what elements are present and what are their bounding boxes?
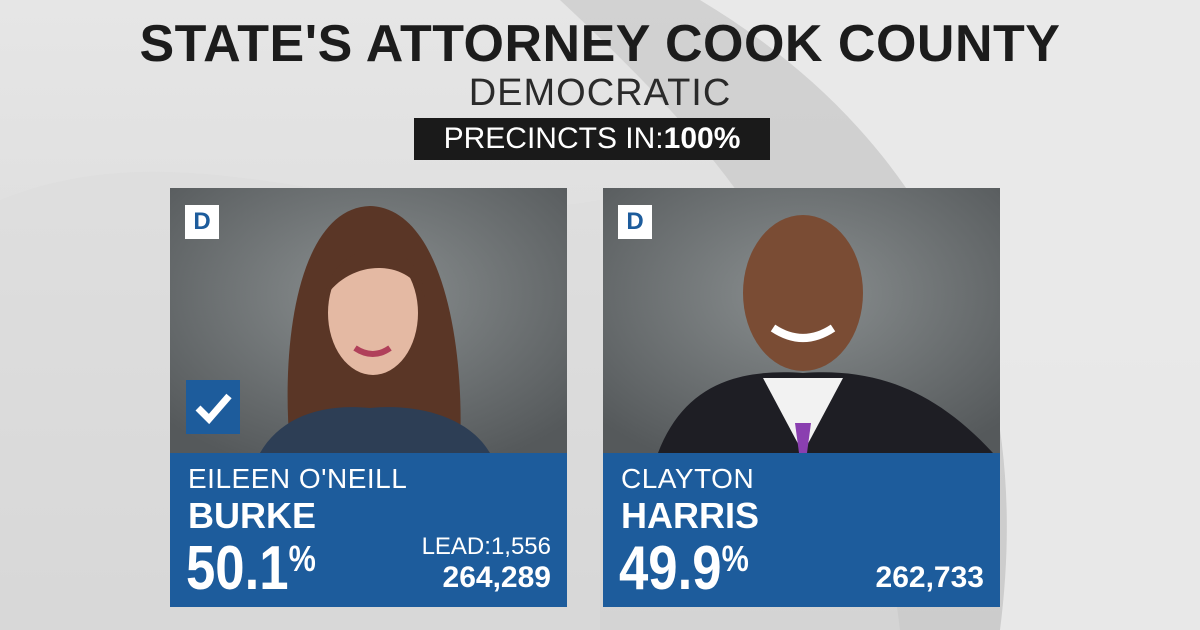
lead-value: 1,556 — [490, 533, 551, 560]
percent-value: 50.1 — [186, 534, 289, 603]
percent-value: 49.9 — [619, 534, 722, 603]
votes: 264,289 — [442, 561, 551, 594]
party-badge: D — [185, 205, 219, 239]
last-name: BURKE — [188, 495, 317, 536]
lead: LEAD:1,556 — [422, 533, 551, 561]
first-name: CLAYTON — [621, 463, 755, 494]
subtitle: DEMOCRATIC — [468, 72, 732, 114]
percent-sign: % — [721, 538, 749, 579]
precincts-value: 100% — [663, 122, 741, 155]
percent-sign: % — [288, 538, 316, 579]
percent: 49.9% — [619, 533, 749, 604]
candidate-card: D EILEEN O'NEILL BURKE 50.1% LEAD:1,556 … — [170, 188, 567, 607]
percent: 50.1% — [186, 533, 316, 604]
precincts-label: PRECINCTS IN: — [443, 122, 664, 155]
winner-check — [186, 380, 240, 434]
result-bar: CLAYTON HARRIS 49.9% 262,733 — [603, 453, 1000, 607]
last-name: HARRIS — [621, 495, 760, 536]
party-badge: D — [618, 205, 652, 239]
first-name: EILEEN O'NEILL — [188, 463, 408, 494]
candidate-photo — [603, 188, 1000, 453]
votes: 262,733 — [875, 561, 984, 594]
candidate-card: D CLAYTON HARRIS 49.9% 262,733 — [603, 188, 1000, 607]
title: STATE'S ATTORNEY COOK COUNTY — [139, 15, 1061, 73]
lead-label: LEAD: — [421, 533, 491, 560]
precincts-box: PRECINCTS IN:100% — [414, 118, 770, 160]
result-bar: EILEEN O'NEILL BURKE 50.1% LEAD:1,556 26… — [170, 453, 567, 607]
